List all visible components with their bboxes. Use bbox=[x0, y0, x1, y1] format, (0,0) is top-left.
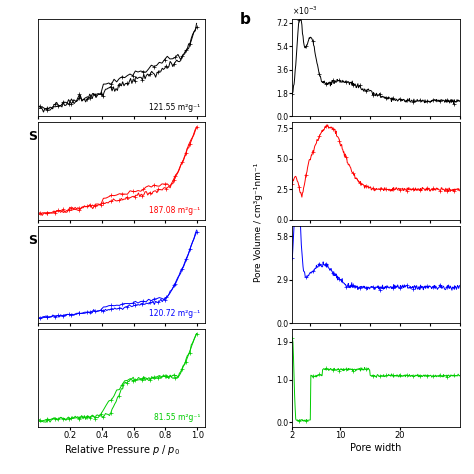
Text: 121.55 m²g⁻¹: 121.55 m²g⁻¹ bbox=[149, 102, 201, 111]
Text: Pore Volume / cm³g⁻¹nm⁻¹: Pore Volume / cm³g⁻¹nm⁻¹ bbox=[254, 163, 263, 283]
X-axis label: Relative Pressure $p$ / $p_0$: Relative Pressure $p$ / $p_0$ bbox=[64, 443, 180, 456]
X-axis label: Pore width: Pore width bbox=[350, 443, 402, 453]
Text: S: S bbox=[28, 130, 37, 143]
Text: 120.72 m²g⁻¹: 120.72 m²g⁻¹ bbox=[149, 310, 201, 319]
Text: S: S bbox=[28, 234, 37, 246]
Text: b: b bbox=[239, 12, 250, 27]
Text: $\times 10^{-3}$: $\times 10^{-3}$ bbox=[292, 5, 318, 17]
Text: 187.08 m²g⁻¹: 187.08 m²g⁻¹ bbox=[149, 206, 201, 215]
Text: 81.55 m²g⁻¹: 81.55 m²g⁻¹ bbox=[154, 413, 201, 422]
